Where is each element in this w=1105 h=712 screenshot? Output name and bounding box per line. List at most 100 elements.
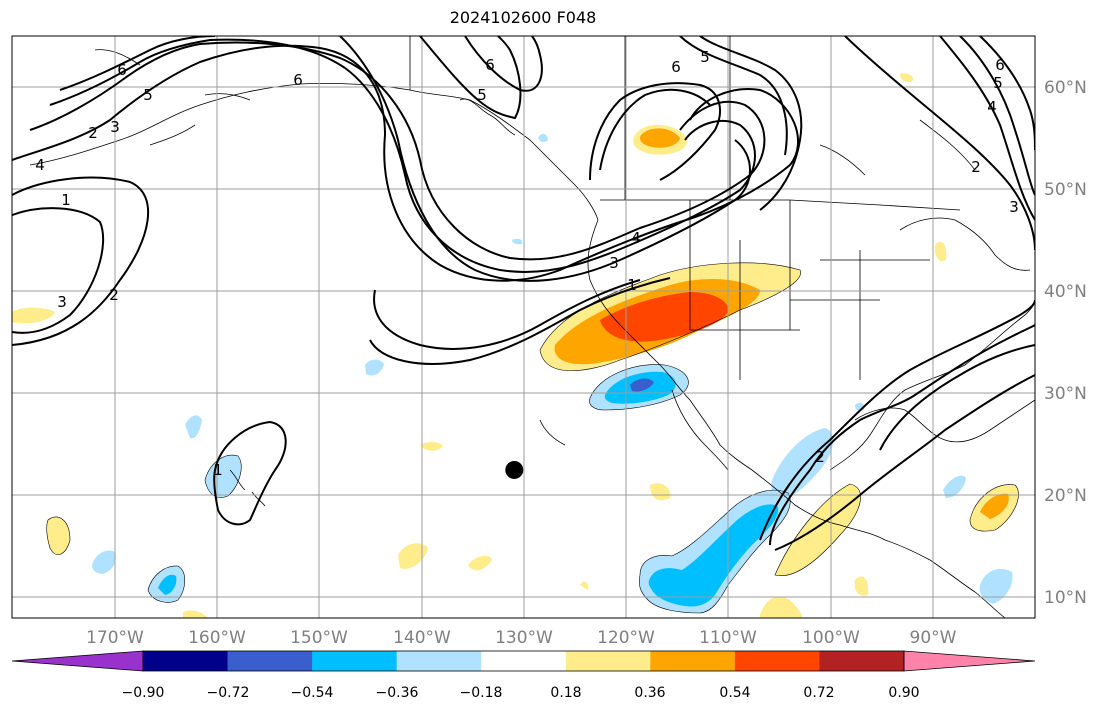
contour-label: 3 xyxy=(609,254,619,272)
map-frame xyxy=(11,35,1036,619)
negative-anomaly-region xyxy=(538,133,548,143)
lat-tick-label: 30°N xyxy=(1044,384,1087,404)
positive-anomaly-region xyxy=(900,73,914,83)
contour-label: 4 xyxy=(631,229,641,247)
colorbar-cell xyxy=(396,651,482,671)
colorbar-cell xyxy=(227,651,313,671)
lon-tick-label: 120°W xyxy=(597,628,655,648)
lon-tick-label: 150°W xyxy=(290,628,348,648)
contour-lines xyxy=(12,36,1035,551)
colorbar-cell xyxy=(12,651,143,671)
contour-label: 3 xyxy=(1009,198,1019,216)
contour-label: 4 xyxy=(35,156,45,174)
colorbar-tick-label: 0.36 xyxy=(634,685,665,701)
colorbar-tick-label: −0.18 xyxy=(460,685,503,701)
lon-tick-label: 170°W xyxy=(86,628,144,648)
contour-label: 4 xyxy=(987,98,997,116)
positive-anomaly-region xyxy=(650,483,671,501)
negative-anomaly-region xyxy=(648,504,779,607)
positive-anomaly-region xyxy=(980,493,1009,519)
colorbar-frame xyxy=(142,650,905,672)
contour-label: 6 xyxy=(671,58,681,76)
contour-label: 2 xyxy=(815,448,825,466)
positive-anomaly-region xyxy=(600,292,729,342)
lat-tick-label: 50°N xyxy=(1044,180,1087,200)
lat-tick-label: 10°N xyxy=(1044,588,1087,608)
positive-anomaly-region xyxy=(580,581,589,590)
graticule xyxy=(12,36,1035,618)
positive-anomaly-region xyxy=(640,128,680,148)
contour-label: 6 xyxy=(995,56,1005,74)
lon-tick-label: 130°W xyxy=(495,628,553,648)
negative-anomaly-region xyxy=(512,238,523,245)
map-area: 6 5 4 3 2 1 6 6 5 4 3 1 6 5 6 5 4 2 3 3 … xyxy=(12,36,1035,618)
colorbar-cell xyxy=(312,651,398,671)
colorbar-cell xyxy=(734,651,820,671)
contour-label: 2 xyxy=(109,286,119,304)
coastlines xyxy=(29,36,1035,618)
colorbar-tick-label: −0.72 xyxy=(207,685,250,701)
negative-anomaly-region xyxy=(185,415,202,439)
positive-anomaly-region xyxy=(854,576,869,596)
positive-anomaly-region xyxy=(183,610,208,618)
colorbar-tick-label: 0.18 xyxy=(550,685,581,701)
colorbar-tick-label: 0.72 xyxy=(803,685,834,701)
lat-tick-label: 40°N xyxy=(1044,282,1087,302)
lat-tick-label: 20°N xyxy=(1044,486,1087,506)
positive-anomaly-region xyxy=(760,596,802,618)
negative-anomaly-region xyxy=(92,550,116,574)
contour-label: 6 xyxy=(293,71,303,89)
latitude-tick-labels: 60°N 50°N 40°N 30°N 20°N 10°N xyxy=(1044,78,1087,608)
plot-title: 2024102600 F048 xyxy=(449,8,597,27)
lon-tick-label: 160°W xyxy=(188,628,246,648)
colorbar-cell xyxy=(819,651,905,671)
colorbar-cell xyxy=(481,651,567,671)
colorbar-tick-label: 0.90 xyxy=(888,685,919,701)
colorbar-cell xyxy=(143,651,229,671)
positive-anomaly-region xyxy=(398,543,428,569)
contour-label: 5 xyxy=(993,74,1003,92)
contour-label: 5 xyxy=(477,86,487,104)
negative-anomaly-region xyxy=(205,455,242,498)
positive-anomaly-region xyxy=(46,516,70,555)
contour-label: 5 xyxy=(143,86,153,104)
contour-label: 3 xyxy=(57,293,67,311)
colorbar-tick-label: −0.54 xyxy=(291,685,334,701)
colorbar-cell xyxy=(565,651,651,671)
longitude-tick-labels: 170°W 160°W 150°W 140°W 130°W 120°W 110°… xyxy=(86,628,957,648)
positive-anomaly-region xyxy=(775,484,861,576)
lon-tick-label: 90°W xyxy=(910,628,957,648)
colorbar-tick-labels: −0.90 −0.72 −0.54 −0.36 −0.18 0.18 0.36 … xyxy=(122,685,920,701)
contour-label: 1 xyxy=(61,191,71,209)
lon-tick-label: 100°W xyxy=(802,628,860,648)
lon-tick-label: 140°W xyxy=(393,628,451,648)
negative-anomaly-region xyxy=(979,568,1013,604)
contour-label: 1 xyxy=(213,461,223,479)
colorbar: −0.90 −0.72 −0.54 −0.36 −0.18 0.18 0.36 … xyxy=(11,650,1036,701)
contour-label: 1 xyxy=(627,276,637,294)
colorbar-tick-label: −0.90 xyxy=(122,685,165,701)
lat-tick-label: 60°N xyxy=(1044,78,1087,98)
contour-labels: 6 5 4 3 2 1 6 6 5 4 3 1 6 5 6 5 4 2 3 3 … xyxy=(35,48,1019,479)
negative-anomaly-region xyxy=(158,574,177,595)
contour-label: 3 xyxy=(110,118,120,136)
negative-anomaly-region xyxy=(771,428,834,500)
point-marker xyxy=(505,460,524,479)
anomaly-shading xyxy=(12,73,1019,618)
contour-label: 6 xyxy=(117,61,127,79)
contour-label: 5 xyxy=(700,48,710,66)
positive-anomaly-region xyxy=(468,555,492,571)
colorbar-tick-label: −0.36 xyxy=(376,685,419,701)
colorbar-cell xyxy=(650,651,736,671)
contour-label: 2 xyxy=(88,124,98,142)
colorbar-tick-label: 0.54 xyxy=(719,685,750,701)
contour-label: 6 xyxy=(485,56,495,74)
colorbar-cell xyxy=(904,651,1035,671)
positive-anomaly-region xyxy=(934,241,947,262)
negative-anomaly-region xyxy=(630,378,654,392)
negative-anomaly-region xyxy=(365,359,384,376)
lon-tick-label: 110°W xyxy=(699,628,757,648)
positive-anomaly-region xyxy=(420,442,443,451)
contour-label: 2 xyxy=(971,158,981,176)
